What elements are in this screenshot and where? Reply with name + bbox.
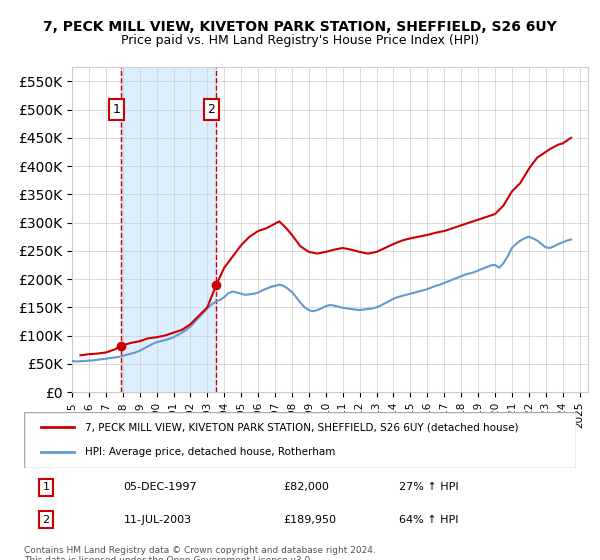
FancyBboxPatch shape (24, 412, 576, 468)
Bar (121, 67, 217, 392)
Text: 05-DEC-1997: 05-DEC-1997 (124, 482, 197, 492)
Text: 2: 2 (43, 515, 50, 525)
Text: Price paid vs. HM Land Registry's House Price Index (HPI): Price paid vs. HM Land Registry's House … (121, 34, 479, 46)
Text: 2: 2 (207, 103, 215, 116)
Text: Contains HM Land Registry data © Crown copyright and database right 2024.
This d: Contains HM Land Registry data © Crown c… (24, 546, 376, 560)
Text: 1: 1 (112, 103, 120, 116)
Text: £189,950: £189,950 (283, 515, 337, 525)
Text: £82,000: £82,000 (283, 482, 329, 492)
Text: 7, PECK MILL VIEW, KIVETON PARK STATION, SHEFFIELD, S26 6UY (detached house): 7, PECK MILL VIEW, KIVETON PARK STATION,… (85, 422, 518, 432)
Text: 7, PECK MILL VIEW, KIVETON PARK STATION, SHEFFIELD, S26 6UY: 7, PECK MILL VIEW, KIVETON PARK STATION,… (43, 20, 557, 34)
Text: 64% ↑ HPI: 64% ↑ HPI (400, 515, 459, 525)
Text: 27% ↑ HPI: 27% ↑ HPI (400, 482, 459, 492)
Text: HPI: Average price, detached house, Rotherham: HPI: Average price, detached house, Roth… (85, 447, 335, 457)
Text: 1: 1 (43, 482, 50, 492)
Text: 11-JUL-2003: 11-JUL-2003 (124, 515, 191, 525)
